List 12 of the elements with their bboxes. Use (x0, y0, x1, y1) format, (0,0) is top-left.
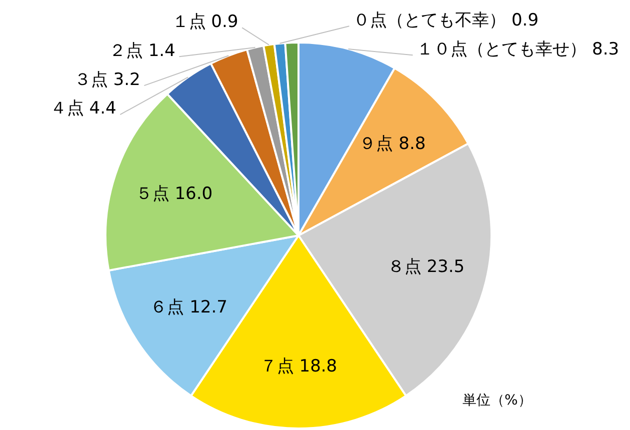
slice-label: ７点 18.8 (260, 356, 338, 377)
slice-label: ３点 3.2 (74, 70, 140, 90)
slice-label: ８点 23.5 (387, 256, 465, 277)
slice-label: １０点（とても幸せ） 8.3 (416, 39, 620, 60)
slice-label: ５点 16.0 (135, 184, 213, 204)
slice-label: ６点 12.7 (150, 298, 228, 318)
slice-label: ０点（とても不幸） 0.9 (353, 10, 539, 30)
slice-label: １点 0.9 (172, 12, 238, 32)
slice-label: ４点 4.4 (50, 98, 116, 119)
slice-label: ２点 1.4 (108, 40, 176, 61)
text: 単位（%） (462, 392, 532, 408)
slice-label: ９点 8.8 (359, 134, 426, 154)
